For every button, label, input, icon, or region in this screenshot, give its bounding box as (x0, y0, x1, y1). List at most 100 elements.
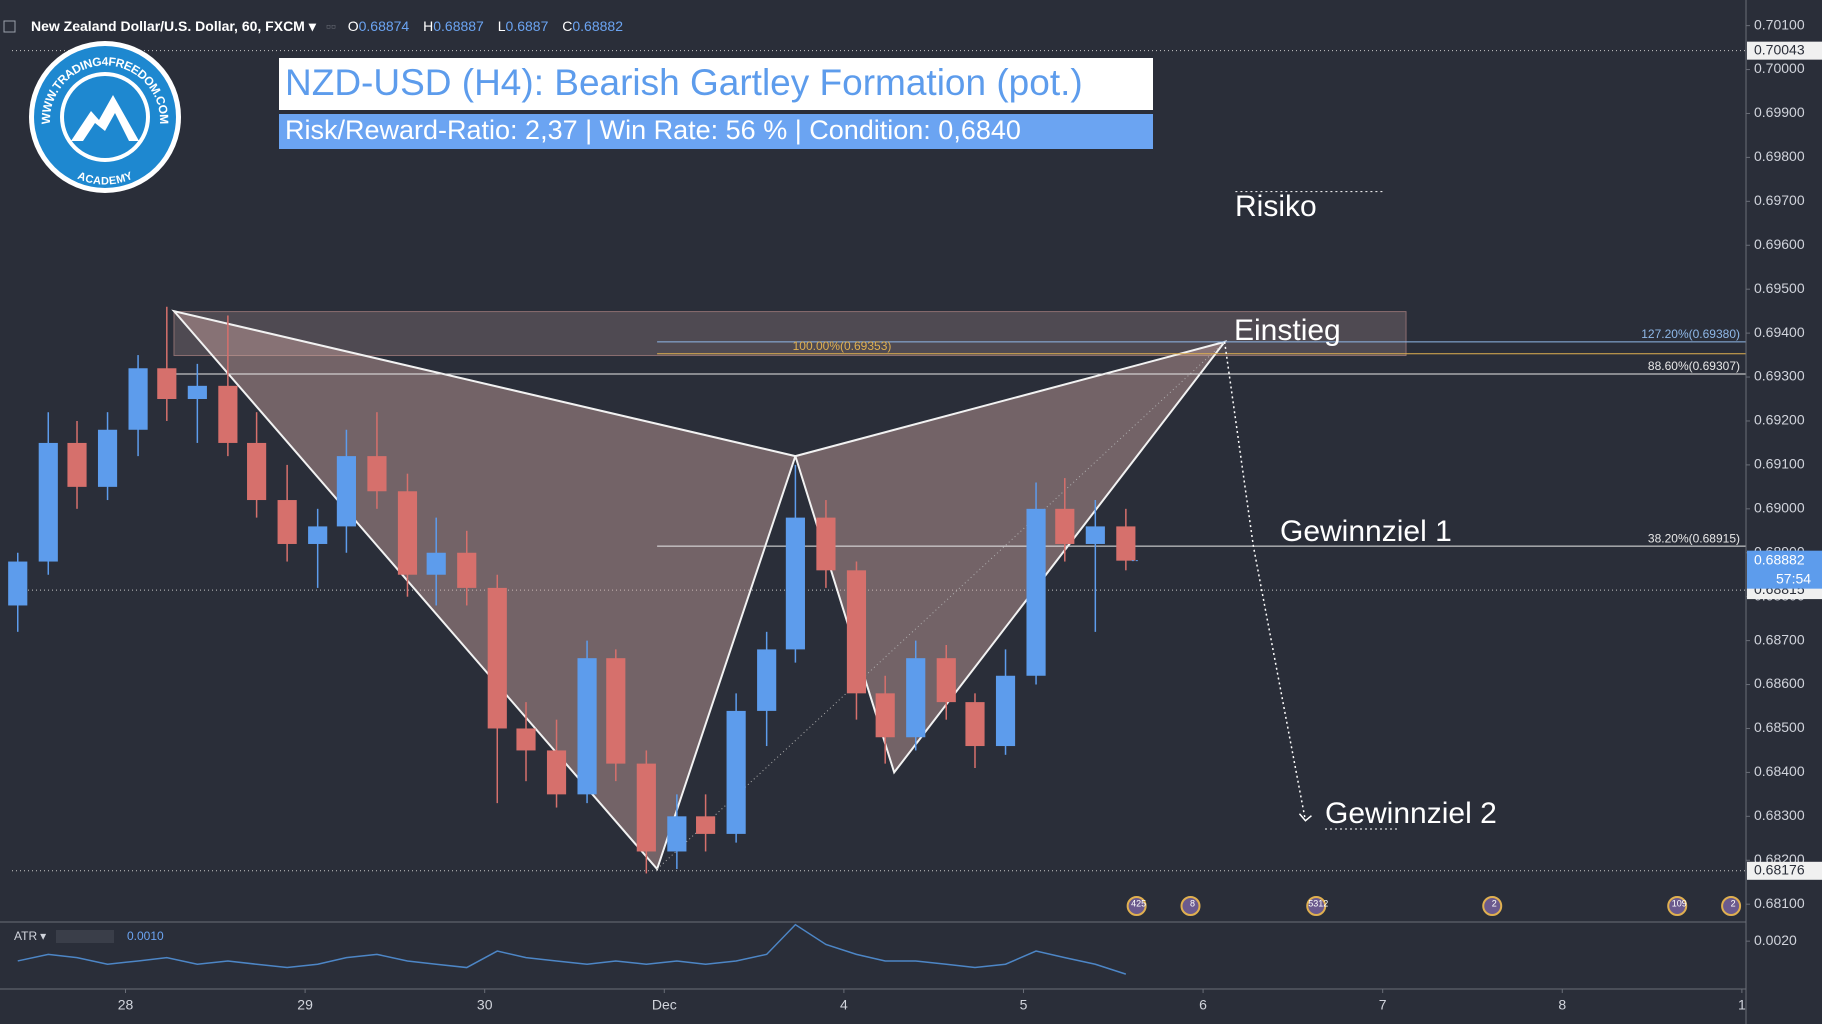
candle-body (696, 816, 716, 834)
candle-body (277, 500, 297, 544)
logo-mountain-shade (83, 113, 129, 141)
ohlc-value: 0.68882 (572, 18, 623, 34)
candle-body (336, 456, 356, 527)
x-tick-label: 29 (297, 997, 313, 1013)
y-tick-label: 0.69500 (1754, 280, 1805, 296)
event-icon[interactable] (1721, 896, 1742, 916)
annotation-target2: Gewinnziel 2 (1325, 797, 1497, 830)
pattern-triangle (794, 340, 1228, 775)
candle-body (906, 658, 926, 738)
annotation-entry: Einstieg (1234, 314, 1341, 347)
ohlc-key: H (423, 18, 433, 34)
y-tick-label: 0.70100 (1754, 16, 1805, 32)
y-tick-label: 0.69100 (1754, 456, 1805, 472)
event-label: 425 (1131, 898, 1146, 908)
y-tick-label: 0.68300 (1754, 807, 1805, 823)
candle-body (667, 816, 687, 852)
x-tick-label: 8 (1558, 997, 1566, 1013)
candle-body (1116, 526, 1136, 561)
atr-icons[interactable] (56, 930, 114, 943)
ohlc-key: O (348, 18, 359, 34)
candle-body (367, 456, 387, 492)
y-tick-label: 0.69700 (1754, 192, 1805, 208)
candle-body (606, 658, 626, 764)
atr-value: 0.0010 (127, 929, 164, 943)
dropdown[interactable]: ▾ (308, 18, 317, 34)
atr-y-tick-label: 0.0020 (1754, 932, 1797, 948)
x-tick-label: 28 (118, 997, 134, 1013)
candle-body (457, 552, 477, 588)
entry-zone (173, 311, 1407, 357)
candle-body (247, 442, 267, 501)
y-tick-label: 0.68600 (1754, 675, 1805, 691)
y-tick-label: 0.69900 (1754, 104, 1805, 120)
x-tick-label: 30 (477, 997, 493, 1013)
logo: WWW.TRADING4FREEDOM.COM ACADEMY (29, 41, 181, 193)
x-tick-label: 5 (1020, 997, 1028, 1013)
candle-body (936, 658, 956, 703)
y-tick-label: 0.68400 (1754, 763, 1805, 779)
candle-body (397, 491, 418, 575)
dropdown[interactable]: ▾ (40, 929, 46, 943)
x-tick-label: 7 (1379, 997, 1387, 1013)
event-label: 5312 (1308, 898, 1328, 908)
candle-body (516, 728, 536, 751)
y-tick-label: 0.68100 (1754, 895, 1805, 911)
pattern-triangle (171, 309, 797, 872)
event-icon[interactable] (1126, 896, 1147, 916)
annotation-target1: Gewinnziel 1 (1280, 515, 1452, 548)
candle-body (67, 442, 87, 487)
x-tick-label: 4 (840, 997, 848, 1013)
countdown: 57:54 (1776, 570, 1811, 586)
fib-label: 38.20%(0.68915) (1648, 531, 1740, 545)
annotation-risk: Risiko (1235, 190, 1317, 223)
x-tick-label: 1 (1738, 997, 1746, 1013)
event-label: 8 (1190, 898, 1195, 908)
projection-path (1223, 341, 1307, 821)
arrow-head (1298, 813, 1312, 822)
y-tick-label: 0.70000 (1754, 60, 1805, 76)
header: New Zealand Dollar/U.S. Dollar, 60, FXCM… (31, 18, 623, 34)
candle-body (487, 587, 507, 729)
title-box (279, 58, 1153, 110)
price-label: 0.70043 (1754, 41, 1805, 57)
candle-body (757, 649, 777, 711)
x-tick-label: 6 (1199, 997, 1207, 1013)
candle-body (726, 710, 746, 834)
candle-body (8, 561, 28, 606)
candle-body (546, 750, 567, 795)
candle-body (426, 552, 446, 575)
ohlc-key: L (498, 18, 506, 34)
candle-body (995, 675, 1016, 747)
candle-body (157, 368, 177, 400)
symbol[interactable]: New Zealand Dollar/U.S. Dollar, 60, FXCM (31, 18, 305, 34)
logo-tag: ACADEMY (76, 170, 135, 188)
y-tick-label: 0.69400 (1754, 324, 1805, 340)
event-label: 109 (1672, 898, 1687, 908)
candle-body (308, 526, 328, 544)
ohlc-key: C (562, 18, 572, 34)
candle-body (218, 385, 238, 443)
candle-body (38, 442, 58, 562)
event-label: 2 (1731, 898, 1736, 908)
event-icon[interactable] (1306, 896, 1327, 916)
event-icon[interactable] (1667, 896, 1688, 916)
event-icon[interactable] (1482, 896, 1503, 916)
event-icon[interactable] (1180, 896, 1201, 916)
icons[interactable]: ▫▫ (326, 18, 336, 34)
banner-title: NZD-USD (H4): Bearish Gartley Formation … (285, 62, 1083, 103)
last-price-box (1747, 550, 1822, 589)
price-label-box (1747, 861, 1822, 880)
collapse-icon[interactable] (3, 20, 16, 33)
y-tick-label: 0.69000 (1754, 500, 1805, 516)
candle-body (577, 658, 597, 795)
event-label: 2 (1492, 898, 1497, 908)
last-price-label: 0.68882 (1754, 551, 1805, 567)
y-tick-label: 0.68500 (1754, 719, 1805, 735)
candle-body (1085, 526, 1105, 544)
candle-body (97, 429, 118, 487)
subtitle-box (279, 114, 1153, 149)
fib-label: 88.60%(0.69307) (1648, 359, 1740, 373)
fib-label: 127.20%(0.69380) (1641, 327, 1740, 341)
